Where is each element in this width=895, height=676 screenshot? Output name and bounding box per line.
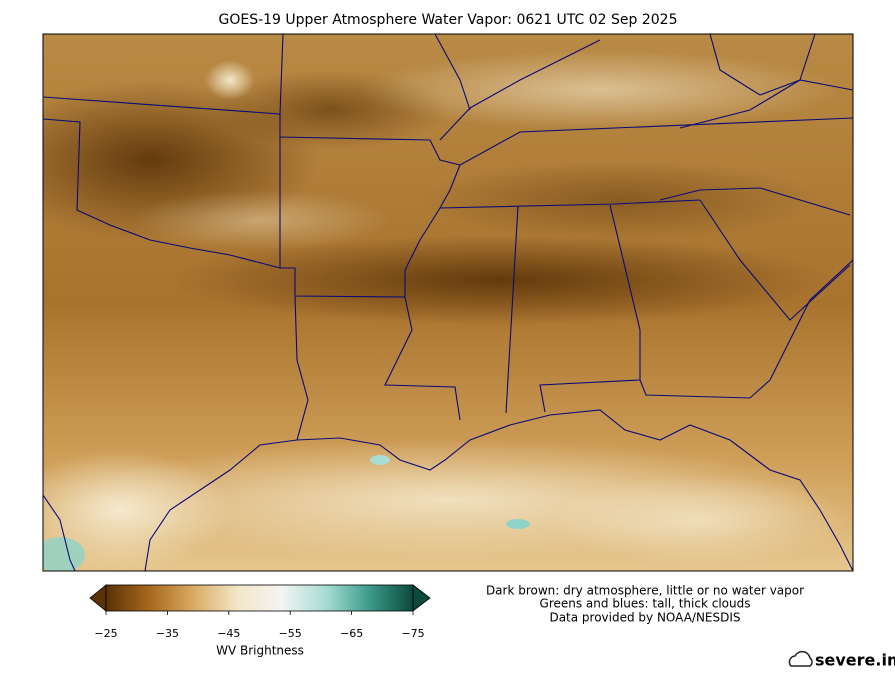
note: Dark brown: dry atmosphere, little or no… (486, 584, 804, 598)
colorbar-extend-high (412, 584, 431, 612)
colorbar-tick-label: −35 (156, 627, 179, 640)
colorbar-tick-label: −45 (217, 627, 240, 640)
colorbar-tick-label: −25 (94, 627, 117, 640)
brand: severe.im (815, 651, 895, 670)
colorbar-label: WV Brightness (216, 644, 304, 658)
map-frame (42, 33, 854, 572)
colorbar-tick-label: −65 (340, 627, 363, 640)
note: Data provided by NOAA/NESDIS (549, 611, 740, 625)
brand-icon (788, 650, 813, 667)
colorbar-tick-label: −55 (279, 627, 302, 640)
title: GOES-19 Upper Atmosphere Water Vapor: 06… (218, 12, 677, 28)
colorbar-gradient (105, 584, 414, 612)
colorbar-tick-label: −75 (401, 627, 424, 640)
satellite-map (43, 34, 853, 571)
note: Greens and blues: tall, thick clouds (540, 597, 751, 611)
colorbar-extend-low (89, 584, 107, 612)
colorbar: −25 −35 −45 −55 −65 −75 (89, 584, 431, 640)
